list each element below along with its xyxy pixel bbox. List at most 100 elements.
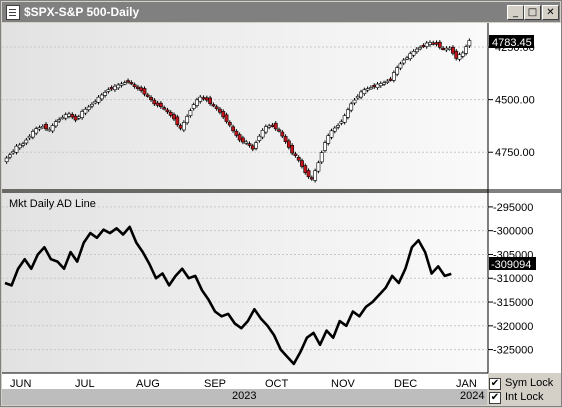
chart-app-icon [6, 5, 20, 20]
close-icon: ✕ [546, 7, 555, 18]
ad-panel-title: Mkt Daily AD Line [9, 198, 96, 210]
price-panel-bg [2, 23, 488, 189]
candle-down [211, 104, 216, 107]
candle-down [142, 88, 147, 95]
candle-up [326, 135, 331, 144]
candle-up [382, 82, 386, 85]
candle-up [17, 144, 22, 149]
candle-down [204, 97, 209, 101]
candle-up [365, 88, 370, 91]
check-icon: ✔ [490, 392, 500, 403]
candle-up [418, 47, 423, 50]
candle-down [273, 122, 278, 130]
candle-up [332, 127, 337, 132]
year-bar [2, 389, 487, 405]
candle-up [395, 67, 400, 75]
candle-up [375, 83, 380, 88]
month-label: OCT [265, 378, 289, 390]
candle-up [80, 111, 85, 118]
month-label: AUG [136, 378, 160, 390]
candle-down [145, 94, 150, 97]
check-icon: ✔ [490, 378, 500, 389]
candle-up [398, 63, 403, 69]
candle-down [155, 102, 160, 106]
candle-down [293, 153, 298, 156]
candle-up [352, 99, 357, 104]
candle-up [99, 94, 104, 100]
price-last-value-tag [489, 35, 534, 48]
candle-down [451, 46, 455, 54]
candle-up [60, 117, 65, 120]
candle-up [362, 89, 367, 94]
maximize-button[interactable]: □ [524, 5, 541, 20]
candle-up [21, 143, 25, 146]
candle-up [14, 145, 19, 153]
candle-down [175, 116, 180, 125]
candle-up [414, 48, 419, 53]
candle-down [372, 85, 377, 88]
candle-up [8, 154, 12, 158]
candle-up [86, 106, 91, 110]
candle-down [300, 160, 304, 167]
candle-down [208, 97, 213, 104]
candle-up [411, 51, 416, 56]
month-label: JAN [456, 378, 477, 390]
candle-up [63, 114, 68, 119]
candle-up [342, 115, 347, 123]
int-lock-checkbox[interactable]: ✔ [489, 392, 501, 404]
candle-down [132, 84, 137, 87]
candle-down [441, 47, 446, 50]
candle-down [218, 108, 222, 113]
candle-up [181, 122, 186, 131]
candle-up [191, 104, 196, 109]
sym-lock-label: Sym Lock [505, 377, 554, 389]
candle-up [428, 42, 432, 46]
candle-up [267, 125, 272, 128]
ad-tick-label: -315000 [493, 297, 533, 309]
candle-up [198, 96, 203, 102]
candle-up [24, 139, 29, 144]
candle-down [214, 106, 219, 109]
candle-down [388, 78, 393, 81]
ad-last-value-tag [489, 257, 536, 270]
candle-down [277, 129, 281, 132]
month-label: SEP [204, 378, 226, 390]
window-title: $SPX-S&P 500-Daily [24, 5, 140, 19]
candle-up [355, 95, 360, 99]
candle-up [122, 82, 127, 85]
candle-up [346, 109, 350, 118]
candle-down [286, 140, 291, 148]
close-button[interactable]: ✕ [542, 5, 559, 20]
candle-down [231, 126, 235, 132]
maximize-icon: □ [527, 7, 538, 18]
candle-down [172, 114, 176, 120]
title-bar[interactable]: $SPX-S&P 500-Daily _ □ ✕ [2, 2, 560, 22]
candle-up [329, 130, 334, 138]
y-axis-area [488, 23, 561, 373]
candle-up [336, 125, 340, 128]
year-label-2024: 2024 [460, 390, 485, 402]
candle-down [306, 170, 311, 178]
candle-up [57, 119, 62, 122]
month-label: JUN [10, 378, 31, 390]
candle-down [168, 111, 173, 116]
month-label: JUL [75, 378, 95, 390]
candle-down [73, 115, 78, 121]
month-label: DEC [394, 378, 417, 390]
candle-up [244, 141, 249, 144]
candle-up [40, 126, 45, 129]
sym-lock-checkbox[interactable]: ✔ [489, 378, 501, 390]
candle-down [234, 130, 239, 136]
candle-up [319, 152, 324, 163]
int-lock-label: Int Lock [505, 391, 544, 403]
candle-up [37, 127, 42, 130]
candle-up [4, 157, 9, 163]
year-label-2023: 2023 [232, 390, 257, 402]
price-tick-label: 4750.00 [495, 147, 535, 159]
minimize-button[interactable]: _ [507, 5, 524, 20]
candle-down [221, 111, 226, 118]
candle-down [158, 102, 163, 108]
candle-down [136, 86, 140, 89]
ad-tick-label: -300000 [493, 226, 533, 238]
